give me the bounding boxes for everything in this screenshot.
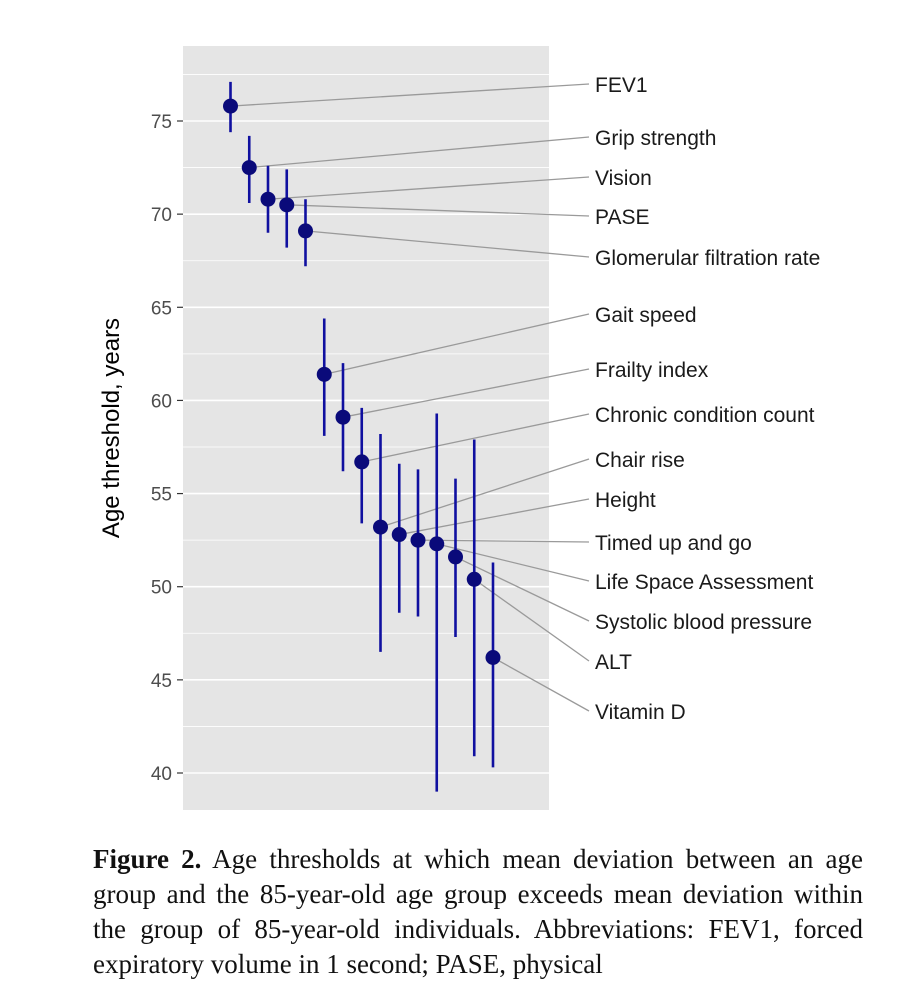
data-point <box>429 536 445 552</box>
leader-line <box>455 556 590 622</box>
leader-line <box>342 368 590 418</box>
leader-line <box>249 136 590 169</box>
data-point <box>298 223 313 239</box>
point-label: Vision <box>595 167 652 190</box>
point-label: ALT <box>595 651 632 674</box>
y-tick-label: 75 <box>151 112 172 133</box>
point-label: PASE <box>595 206 649 229</box>
data-point <box>373 519 388 535</box>
data-point <box>391 527 407 543</box>
point-label: Chronic condition count <box>595 404 815 427</box>
leader-line <box>305 230 590 258</box>
data-points <box>223 98 501 666</box>
point-label: Timed up and go <box>595 532 752 555</box>
data-point <box>279 197 295 213</box>
y-tick-label: 70 <box>151 205 172 226</box>
point-label: FEV1 <box>595 74 648 97</box>
y-tick-label: 65 <box>151 298 172 319</box>
y-tick-label: 55 <box>151 485 172 506</box>
data-point <box>485 650 501 666</box>
y-axis-title: Age threshold, years <box>98 318 125 538</box>
data-point <box>223 98 238 114</box>
leader-line <box>286 204 590 217</box>
leader-line <box>361 413 590 463</box>
point-label: Glomerular filtration rate <box>595 247 820 270</box>
point-label: Chair rise <box>595 449 685 472</box>
point-label: Grip strength <box>595 127 716 150</box>
leader-line <box>230 83 590 107</box>
data-point <box>335 409 351 425</box>
caption-lead: Figure 2. <box>93 844 202 874</box>
data-point <box>316 366 332 382</box>
y-tick-label: 40 <box>151 764 172 785</box>
data-point <box>354 454 370 470</box>
data-point <box>260 191 276 207</box>
data-point <box>410 532 426 548</box>
point-label: Systolic blood pressure <box>595 611 812 634</box>
point-labels: FEV1 Grip strength Vision PASE Glomerular fi… <box>595 74 820 724</box>
y-tick-label: 50 <box>151 578 172 599</box>
leader-line <box>436 543 590 582</box>
point-label: Life Space Assessment <box>595 571 813 594</box>
y-tick-label: 60 <box>151 391 172 412</box>
leader-line <box>492 656 590 712</box>
label-leader-lines <box>230 83 590 712</box>
data-point <box>241 160 257 176</box>
leader-line <box>399 498 590 536</box>
point-label: Frailty index <box>595 359 709 382</box>
plot-panel <box>183 46 549 810</box>
caption-text: Age thresholds at which mean deviation b… <box>93 844 863 979</box>
point-label: Vitamin D <box>595 701 686 724</box>
y-tick-label: 45 <box>151 671 172 692</box>
y-axis: 40 45 50 55 60 65 70 75 <box>151 112 183 785</box>
figure-chart: 40 45 50 55 60 65 70 75 FEV1 Grip strength Vision… <box>98 46 820 810</box>
data-point <box>466 571 482 587</box>
leader-line <box>267 176 590 200</box>
point-label: Gait speed <box>595 304 697 327</box>
leader-line <box>380 458 590 528</box>
point-label: Height <box>595 489 656 512</box>
figure-caption: Figure 2. Age thresholds at which mean d… <box>93 842 863 982</box>
data-point <box>448 549 463 565</box>
chart-svg: 40 45 50 55 60 65 70 75 FEV1 Grip strength Vision… <box>98 46 820 810</box>
gridlines <box>183 74 549 774</box>
leader-line <box>324 313 590 375</box>
leader-line <box>417 539 590 543</box>
